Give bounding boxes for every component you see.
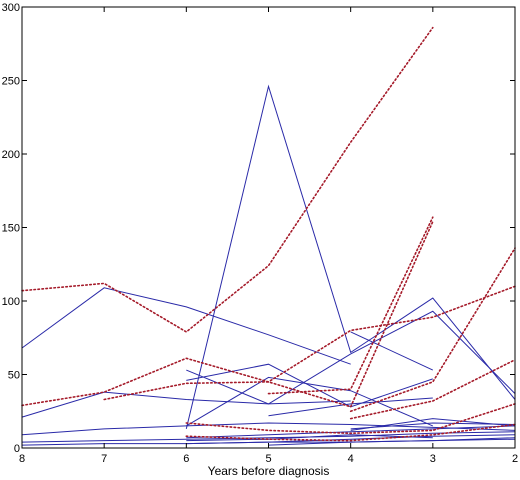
series-layer [21, 26, 516, 446]
series-line-solid-16 [186, 434, 433, 442]
y-tick-label: 100 [2, 296, 20, 308]
x-tick-label: 5 [265, 453, 271, 465]
series-line-dotted-24 [185, 423, 516, 442]
x-tick-label: 4 [348, 453, 354, 465]
series-line-solid-0 [21, 287, 351, 365]
series-line-solid-14 [350, 422, 516, 430]
series-line-solid-7 [268, 397, 433, 417]
series-line-dotted-22 [349, 358, 516, 420]
series-line-solid-6 [350, 331, 434, 371]
y-tick-label: 150 [2, 223, 20, 235]
x-axis: 8 7 6 5 4 3 2 [19, 7, 518, 465]
y-tick-label: 50 [8, 370, 20, 382]
x-tick-label: 7 [101, 453, 107, 465]
x-tick-label: 8 [19, 453, 25, 465]
series-line-dotted-20 [267, 216, 434, 395]
x-axis-label: Years before diagnosis [208, 464, 330, 478]
series-line-solid-4 [186, 363, 433, 408]
y-tick-label: 0 [14, 443, 20, 455]
series-line-solid-1 [185, 84, 516, 430]
series-line-solid-2 [21, 391, 351, 418]
series-line-dotted-21 [349, 247, 516, 413]
y-tick-label: 300 [2, 2, 20, 14]
series-line-solid-10 [186, 425, 516, 439]
series-line-dotted-23 [185, 403, 516, 435]
y-axis: 0 50 100 150 200 250 300 [2, 2, 515, 455]
y-tick-label: 200 [2, 149, 20, 161]
series-line-dotted-18 [21, 285, 516, 407]
series-line-dotted-19 [103, 220, 434, 408]
x-tick-label: 6 [183, 453, 189, 465]
y-tick-label: 250 [2, 76, 20, 88]
series-line-solid-9 [21, 431, 516, 443]
x-tick-label: 3 [430, 453, 436, 465]
series-line-solid-8 [21, 422, 516, 436]
x-tick-label: 2 [512, 453, 518, 465]
series-line-solid-3 [186, 310, 516, 405]
series-line-dotted-17 [21, 26, 434, 333]
series-line-solid-5 [186, 376, 433, 427]
